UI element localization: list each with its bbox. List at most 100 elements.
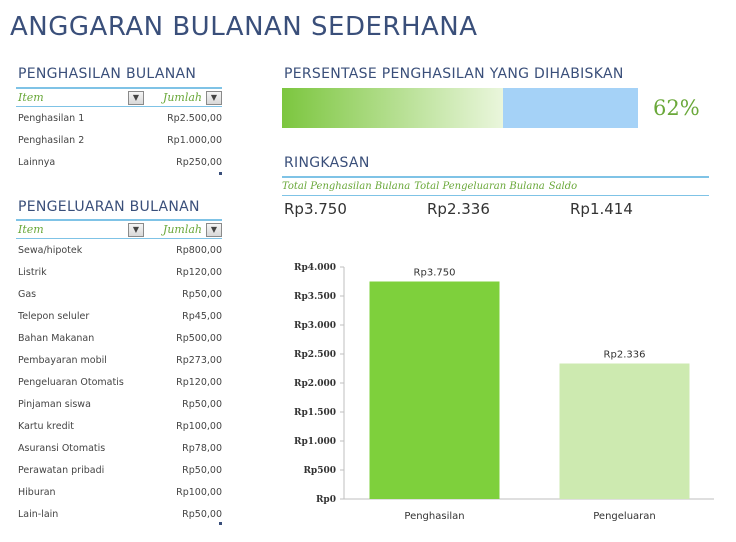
summary-expense-value: Rp2.336	[427, 200, 490, 218]
expense-item-amount: Rp50,00	[182, 464, 222, 476]
expense-row[interactable]: Hiburan Rp100,00	[18, 481, 222, 503]
expense-table-resize-handle[interactable]	[219, 522, 222, 525]
summary-table-header: Total Penghasilan Bulana Total Pengeluar…	[282, 176, 709, 196]
chevron-down-icon: ▼	[132, 93, 140, 102]
expense-item-amount: Rp273,00	[176, 354, 222, 366]
expense-item-name: Pengeluaran Otomatis	[18, 376, 124, 388]
income-item-amount: Rp250,00	[176, 156, 222, 168]
x-tick-label: Pengeluaran	[593, 511, 656, 522]
expense-item-amount: Rp100,00	[176, 420, 222, 432]
expense-item-amount: Rp120,00	[176, 266, 222, 278]
y-tick-label: Rp4.000	[294, 263, 336, 273]
expense-item-amount: Rp45,00	[182, 310, 222, 322]
expense-row[interactable]: Kartu kredit Rp100,00	[18, 415, 222, 437]
income-row[interactable]: Lainnya Rp250,00	[18, 151, 222, 173]
income-expense-chart: Rp0 Rp500 Rp1.000 Rp1.500 Rp2.000 Rp2.500 Rp3.…	[294, 263, 714, 522]
income-col-amount-label: Jumlah	[162, 91, 202, 104]
x-tick-label: Penghasilan	[404, 511, 464, 522]
expense-item-name: Kartu kredit	[18, 420, 74, 432]
expense-col-item-label: Item	[18, 223, 44, 236]
expense-item-amount: Rp78,00	[182, 442, 222, 454]
y-tick-label: Rp2.000	[294, 379, 336, 389]
summary-col-income[interactable]: Total Penghasilan Bulana	[282, 181, 411, 192]
summary-income-value: Rp3.750	[284, 200, 347, 218]
expense-item-amount: Rp50,00	[182, 288, 222, 300]
y-tick-label: Rp500	[303, 466, 336, 476]
income-table-resize-handle[interactable]	[219, 172, 222, 175]
expense-item-amount: Rp50,00	[182, 508, 222, 520]
expense-item-name: Telepon seluler	[18, 310, 90, 322]
expense-row[interactable]: Bahan Makanan Rp500,00	[18, 327, 222, 349]
page-title: ANGGARAN BULANAN SEDERHANA	[10, 12, 478, 42]
summary-heading: RINGKASAN	[284, 155, 370, 171]
expense-row[interactable]: Sewa/hipotek Rp800,00	[18, 239, 222, 261]
expense-heading: PENGELUARAN BULANAN	[18, 199, 200, 215]
summary-col-expense[interactable]: Total Pengeluaran Bulana	[414, 181, 545, 192]
expense-row[interactable]: Perawatan pribadi Rp50,00	[18, 459, 222, 481]
summary-balance-value: Rp1.414	[570, 200, 633, 218]
expense-row[interactable]: Asuransi Otomatis Rp78,00	[18, 437, 222, 459]
income-amount-filter-button[interactable]: ▼	[206, 90, 222, 105]
income-heading: PENGHASILAN BULANAN	[18, 66, 197, 82]
expense-col-item[interactable]: Item	[16, 223, 44, 236]
percent-progress-bar	[282, 88, 638, 128]
expense-item-name: Lain-lain	[18, 508, 59, 520]
bar-data-label: Rp3.750	[414, 268, 456, 279]
expense-item-amount: Rp800,00	[176, 244, 222, 256]
chart-bar	[559, 363, 690, 499]
expense-item-name: Pinjaman siswa	[18, 398, 91, 410]
percent-progress-fill	[282, 88, 503, 128]
income-table-header: Item ▼ Jumlah ▼	[16, 87, 222, 107]
expense-item-amount: Rp50,00	[182, 398, 222, 410]
income-col-item[interactable]: Item	[16, 91, 44, 104]
income-item-filter-button[interactable]: ▼	[128, 90, 144, 105]
expense-row[interactable]: Gas Rp50,00	[18, 283, 222, 305]
y-tick-label: Rp3.000	[294, 321, 336, 331]
income-item-amount: Rp1.000,00	[167, 134, 222, 146]
chart-bar	[369, 281, 500, 499]
income-item-name: Penghasilan 2	[18, 134, 85, 146]
expense-item-name: Listrik	[18, 266, 47, 278]
y-tick-label: Rp1.500	[294, 408, 336, 418]
expense-amount-filter-button[interactable]: ▼	[206, 222, 222, 237]
income-row[interactable]: Penghasilan 2 Rp1.000,00	[18, 129, 222, 151]
expense-item-name: Sewa/hipotek	[18, 244, 83, 256]
expense-col-amount[interactable]: Jumlah ▼	[162, 222, 222, 237]
income-item-name: Lainnya	[18, 156, 56, 168]
expense-item-name: Pembayaran mobil	[18, 354, 107, 366]
expense-row[interactable]: Lain-lain Rp50,00	[18, 503, 222, 525]
income-item-amount: Rp2.500,00	[167, 112, 222, 124]
income-item-name: Penghasilan 1	[18, 112, 85, 124]
expense-item-amount: Rp500,00	[176, 332, 222, 344]
expense-row[interactable]: Pinjaman siswa Rp50,00	[18, 393, 222, 415]
income-col-amount[interactable]: Jumlah ▼	[162, 90, 222, 105]
expense-row[interactable]: Telepon seluler Rp45,00	[18, 305, 222, 327]
chevron-down-icon: ▼	[132, 225, 140, 234]
summary-col-balance[interactable]: Saldo	[548, 181, 578, 192]
expense-item-name: Hiburan	[18, 486, 56, 498]
chevron-down-icon: ▼	[210, 225, 218, 234]
expense-item-name: Gas	[18, 288, 37, 300]
expense-rows: Sewa/hipotek Rp800,00 Listrik Rp120,00 Gas Rp…	[18, 239, 222, 525]
expense-col-amount-label: Jumlah	[162, 223, 202, 236]
y-tick-label: Rp0	[316, 495, 336, 505]
expense-row[interactable]: Pengeluaran Otomatis Rp120,00	[18, 371, 222, 393]
expense-item-name: Perawatan pribadi	[18, 464, 105, 476]
expense-item-name: Bahan Makanan	[18, 332, 95, 344]
bar-data-label: Rp2.336	[604, 350, 646, 361]
expense-item-filter-button[interactable]: ▼	[128, 222, 144, 237]
income-row[interactable]: Penghasilan 1 Rp2.500,00	[18, 107, 222, 129]
expense-row[interactable]: Pembayaran mobil Rp273,00	[18, 349, 222, 371]
y-tick-label: Rp2.500	[294, 350, 336, 360]
expense-item-amount: Rp100,00	[176, 486, 222, 498]
expense-item-amount: Rp120,00	[176, 376, 222, 388]
y-tick-label: Rp1.000	[294, 437, 336, 447]
y-tick-label: Rp3.500	[294, 292, 336, 302]
expense-table-header: Item ▼ Jumlah ▼	[16, 219, 222, 239]
chevron-down-icon: ▼	[210, 93, 218, 102]
income-col-item-label: Item	[18, 91, 44, 104]
percent-label: 62%	[653, 96, 700, 120]
income-rows: Penghasilan 1 Rp2.500,00 Penghasilan 2 Rp1.…	[18, 107, 222, 173]
expense-row[interactable]: Listrik Rp120,00	[18, 261, 222, 283]
percent-heading: PERSENTASE PENGHASILAN YANG DIHABISKAN	[284, 66, 624, 82]
